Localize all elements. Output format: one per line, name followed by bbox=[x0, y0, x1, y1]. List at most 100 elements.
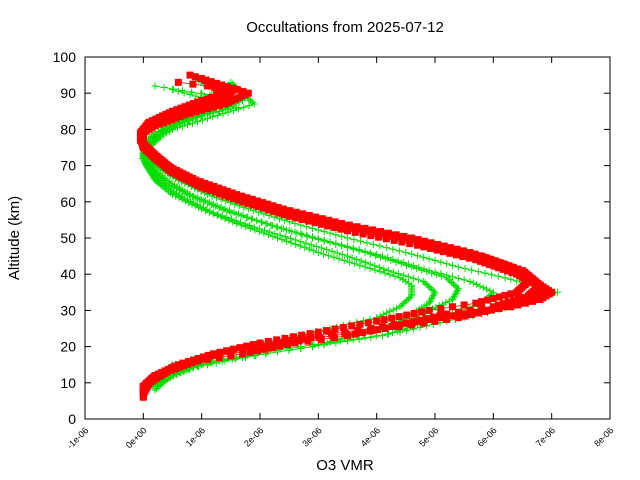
data-point bbox=[247, 97, 255, 105]
data-point bbox=[348, 254, 356, 262]
data-point bbox=[285, 209, 293, 217]
data-point bbox=[167, 113, 175, 121]
data-point bbox=[443, 315, 451, 323]
data-point bbox=[507, 275, 515, 283]
data-point bbox=[269, 341, 277, 349]
data-point bbox=[164, 367, 171, 375]
data-point bbox=[146, 134, 154, 142]
data-point bbox=[524, 292, 532, 300]
data-point bbox=[399, 271, 407, 279]
data-point bbox=[406, 240, 414, 248]
data-point bbox=[351, 330, 359, 338]
data-point bbox=[186, 71, 194, 79]
data-point bbox=[359, 230, 367, 238]
data-point bbox=[193, 201, 201, 209]
data-point bbox=[302, 239, 310, 247]
data-point bbox=[306, 330, 314, 338]
data-point bbox=[429, 293, 436, 301]
data-point bbox=[426, 244, 434, 252]
data-point bbox=[311, 219, 319, 227]
data-point bbox=[227, 215, 235, 223]
data-point bbox=[219, 205, 227, 213]
data-point bbox=[344, 227, 351, 235]
data-point bbox=[364, 319, 372, 327]
data-point bbox=[211, 188, 219, 196]
y-tick-label: 40 bbox=[60, 266, 76, 282]
data-point bbox=[175, 110, 183, 118]
data-point bbox=[425, 255, 433, 263]
data-point bbox=[148, 132, 156, 140]
data-point bbox=[199, 116, 206, 124]
data-point bbox=[454, 263, 462, 271]
data-point bbox=[180, 194, 188, 202]
data-point bbox=[474, 268, 482, 276]
data-point bbox=[494, 272, 502, 280]
data-point bbox=[214, 111, 222, 119]
data-point bbox=[389, 268, 397, 276]
data-point bbox=[406, 293, 414, 301]
data-point bbox=[499, 262, 507, 270]
data-point bbox=[254, 203, 262, 211]
data-point bbox=[298, 212, 306, 220]
data-point bbox=[420, 265, 428, 273]
data-point bbox=[485, 257, 493, 265]
data-point bbox=[169, 86, 176, 94]
data-point bbox=[305, 217, 313, 225]
data-point bbox=[155, 370, 163, 378]
profile bbox=[139, 89, 561, 387]
data-point bbox=[380, 316, 388, 324]
data-point bbox=[246, 222, 254, 230]
data-point bbox=[301, 244, 309, 252]
data-point bbox=[472, 256, 480, 264]
data-point bbox=[444, 275, 452, 283]
data-point bbox=[239, 198, 246, 206]
data-point bbox=[185, 191, 193, 199]
data-point bbox=[234, 86, 242, 94]
data-point bbox=[415, 263, 423, 271]
data-point bbox=[204, 199, 211, 207]
data-point bbox=[297, 238, 305, 246]
data-point bbox=[221, 93, 229, 101]
data-point bbox=[398, 234, 406, 242]
data-point bbox=[473, 281, 481, 289]
data-point bbox=[177, 104, 185, 112]
data-point bbox=[459, 249, 467, 257]
data-point bbox=[399, 300, 407, 308]
data-point bbox=[414, 241, 421, 249]
data-point bbox=[338, 232, 346, 240]
data-point bbox=[275, 209, 283, 217]
data-point bbox=[280, 211, 288, 219]
x-tick-label: 6e-06 bbox=[475, 425, 498, 448]
data-point bbox=[139, 386, 147, 394]
data-point bbox=[237, 218, 245, 226]
data-point bbox=[403, 311, 411, 319]
data-point bbox=[454, 314, 462, 322]
data-point bbox=[371, 262, 379, 270]
data-point bbox=[211, 202, 219, 210]
data-point bbox=[191, 73, 199, 81]
data-point bbox=[356, 237, 364, 245]
data-point bbox=[390, 233, 398, 241]
data-point bbox=[331, 224, 339, 232]
data-point bbox=[379, 323, 386, 331]
data-point bbox=[269, 204, 277, 212]
data-point bbox=[196, 196, 204, 204]
data-point bbox=[204, 105, 211, 113]
data-point bbox=[209, 209, 217, 217]
data-point bbox=[296, 242, 304, 250]
data-point bbox=[504, 298, 512, 306]
data-point bbox=[244, 199, 252, 207]
data-point bbox=[274, 205, 282, 213]
data-point bbox=[420, 239, 428, 247]
data-point bbox=[431, 288, 439, 296]
data-point bbox=[425, 306, 433, 314]
data-point bbox=[367, 232, 375, 240]
data-point bbox=[439, 244, 447, 252]
data-point bbox=[326, 238, 334, 246]
data-point bbox=[452, 289, 460, 297]
data-point bbox=[200, 101, 208, 109]
data-point bbox=[344, 234, 351, 242]
data-point bbox=[375, 263, 383, 271]
data-point bbox=[186, 91, 194, 99]
